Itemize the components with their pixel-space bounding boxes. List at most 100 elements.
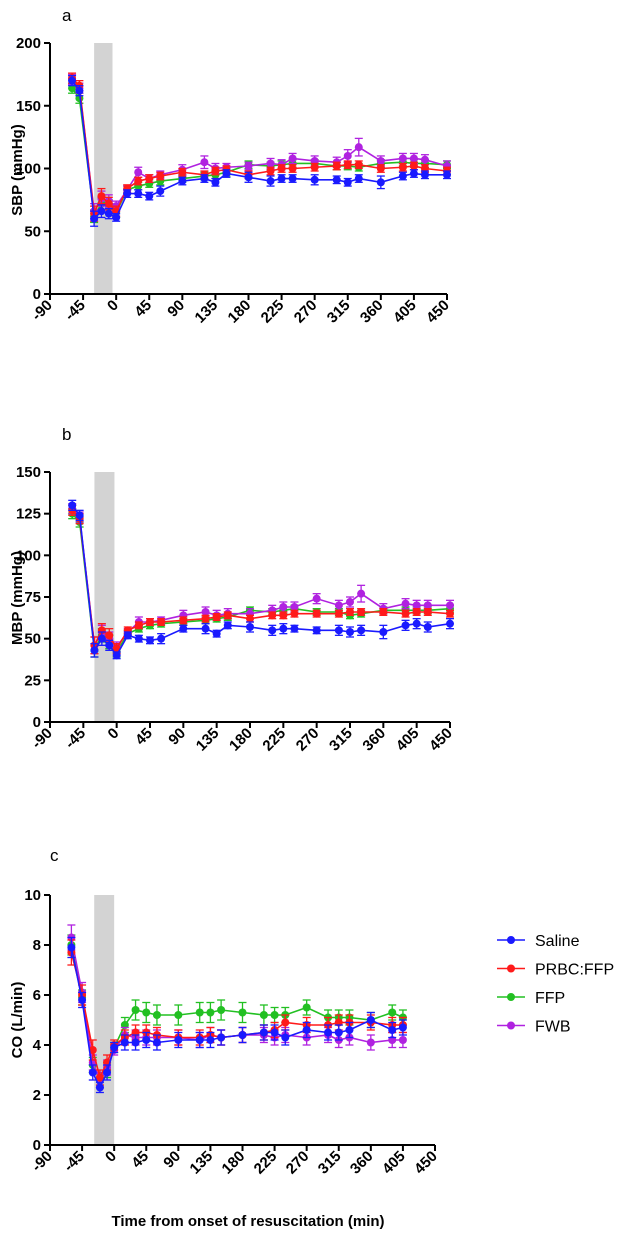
x-tick-label: 0 (105, 725, 123, 743)
data-point (223, 621, 232, 630)
data-point (398, 1023, 407, 1032)
x-tick-label: 270 (293, 725, 323, 755)
data-point (67, 943, 76, 952)
y-tick-label: 10 (24, 887, 41, 904)
data-point (156, 172, 165, 181)
data-point (302, 1026, 311, 1034)
data-point (266, 167, 275, 176)
data-point (206, 1008, 215, 1017)
data-point (105, 631, 114, 640)
data-point (90, 214, 99, 223)
data-point (376, 178, 385, 187)
x-tick-label: 45 (128, 1148, 152, 1172)
data-point (246, 623, 254, 631)
data-point (420, 170, 429, 179)
data-point (200, 174, 209, 183)
data-point (142, 1008, 151, 1017)
data-point (288, 154, 297, 163)
x-tick-label: 90 (160, 1148, 184, 1172)
data-point (134, 177, 143, 186)
legend-item: FFP (497, 990, 565, 1007)
data-point (270, 1011, 279, 1019)
legend-marker (507, 993, 515, 1001)
data-point (104, 199, 113, 208)
x-tick-label: 90 (165, 725, 189, 749)
data-point (354, 143, 363, 152)
x-tick-label: -45 (62, 725, 89, 752)
data-point (174, 1036, 183, 1044)
data-point (266, 177, 275, 186)
panel-c-letter: c (50, 846, 59, 865)
data-point (201, 624, 210, 633)
legend-marker (507, 1021, 515, 1030)
y-tick-label: 0 (33, 286, 41, 303)
data-point (310, 175, 319, 184)
data-point (401, 621, 410, 630)
data-point (279, 624, 288, 633)
y-tick-label: 6 (33, 987, 41, 1004)
data-point (157, 618, 166, 626)
x-tick-label: 135 (193, 725, 223, 755)
x-tick-label: 45 (131, 297, 155, 321)
data-point (302, 1003, 311, 1012)
data-point (409, 154, 418, 163)
series-line (70, 944, 404, 1082)
data-point (95, 1083, 104, 1092)
data-point (78, 996, 87, 1004)
x-tick-label: 180 (225, 297, 255, 327)
panel-c: c CO (L/min) Time from onset of resuscit… (9, 846, 441, 1230)
panel-c-ylabel: CO (L/min) (9, 982, 26, 1059)
y-tick-label: 100 (16, 547, 41, 564)
data-point (156, 187, 165, 196)
data-point (366, 1038, 375, 1047)
data-point (357, 626, 366, 635)
data-point (217, 1033, 226, 1042)
data-point (334, 1028, 343, 1037)
data-point (97, 207, 106, 216)
data-point (145, 192, 154, 201)
data-point (259, 1028, 268, 1037)
data-point (312, 626, 321, 635)
data-point (446, 619, 454, 628)
data-point (343, 178, 352, 187)
data-point (120, 1038, 129, 1047)
x-tick-label: -45 (62, 297, 89, 324)
data-point (412, 619, 421, 628)
data-point (423, 601, 432, 610)
y-tick-label: 25 (24, 672, 41, 689)
panel-b-letter: b (62, 425, 71, 444)
data-point (152, 1011, 161, 1019)
data-point (152, 1038, 161, 1047)
x-tick-label: 360 (359, 725, 389, 755)
x-tick-label: 450 (423, 297, 453, 327)
data-point (334, 626, 343, 635)
data-point (244, 173, 253, 182)
x-tick-label: 225 (258, 297, 288, 327)
data-point (279, 603, 288, 611)
x-tick-label: 450 (426, 725, 456, 755)
x-tick-label: 225 (251, 1148, 281, 1178)
data-point (277, 164, 286, 173)
data-point (95, 1073, 104, 1082)
data-point (97, 634, 106, 643)
data-point (334, 609, 343, 618)
data-point (290, 624, 299, 633)
data-point (401, 599, 410, 608)
data-point (312, 609, 321, 618)
x-tick-label: 270 (291, 297, 321, 327)
x-tick-label: 270 (283, 1148, 313, 1178)
data-point (238, 1008, 247, 1017)
data-point (334, 601, 343, 610)
data-point (346, 598, 354, 606)
data-point (332, 175, 341, 184)
x-tick-label: 405 (390, 297, 420, 327)
data-point (212, 613, 221, 621)
x-tick-label: 180 (219, 1148, 249, 1178)
data-point (290, 609, 299, 618)
data-point (201, 614, 210, 623)
data-point (222, 169, 231, 178)
y-tick-label: 200 (16, 35, 41, 52)
x-tick-label: 405 (393, 725, 423, 755)
x-tick-label: 405 (379, 1148, 409, 1178)
